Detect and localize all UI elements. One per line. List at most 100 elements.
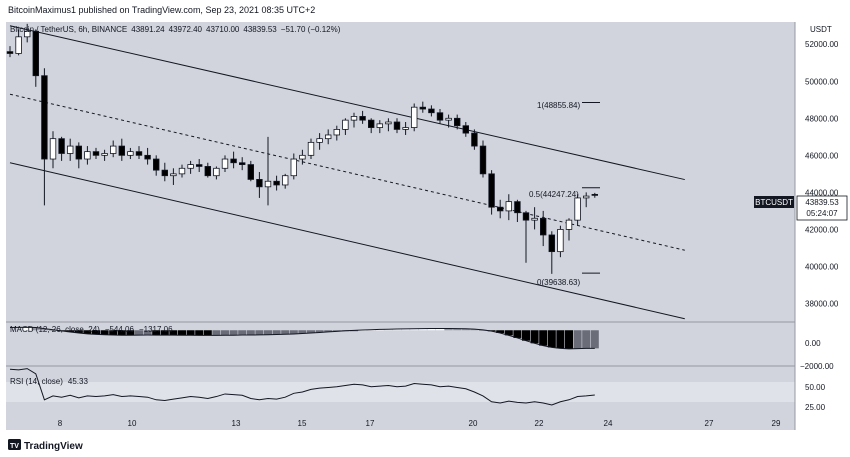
macd-bar [135,330,143,336]
candle-body-up [316,138,323,143]
macd-bar [238,330,247,336]
candle-body-up [531,217,538,221]
fib-label-05: 0.5(44247.24) [529,190,579,199]
candle-body-up [376,123,383,128]
candle [307,138,315,160]
macd-bar [169,330,178,336]
candle-body-down [462,125,469,134]
candle-body-down [548,234,555,253]
candle-body-up [49,138,57,160]
candle [531,207,538,230]
candle [410,103,418,132]
macd-bar [332,330,341,332]
publisher-line: BitcoinMaximus1 published on TradingView… [8,5,315,15]
macd-bar [186,330,195,336]
candle-body-down [92,151,100,156]
macd-bar [401,328,410,331]
macd-bar [315,330,324,333]
candle-body-down [359,116,366,121]
candle-body-down [6,51,14,54]
candle-body-up [213,167,220,177]
candle [6,46,14,58]
fib-label-0: 0(39638.63) [537,278,580,287]
candle [290,153,297,180]
macd-bar [160,330,169,336]
candle-body-down [247,164,254,180]
candle [496,199,504,219]
price-tick-label: 46000.00 [805,151,839,160]
candle [342,118,349,135]
candle-body-up [342,119,349,130]
candle [462,122,469,137]
candle [152,155,160,176]
rsi-band [6,382,795,402]
candle [256,172,263,198]
macd-bar [264,330,272,335]
macd-bar [117,330,126,336]
candle [574,194,581,226]
candle [514,199,521,222]
candle-body-up [290,158,297,177]
candle [204,162,211,178]
candle [281,173,289,189]
candle-body-up [557,229,564,253]
candle-body-down [479,145,487,175]
time-tick-label: 13 [232,419,241,428]
candle-body-up [15,36,22,54]
candle [247,160,254,182]
candle-body-down [238,162,246,165]
macd-tick-1: −2000.00 [800,362,834,371]
macd-bar [393,329,401,331]
candle [118,138,125,161]
candle [367,118,375,134]
candle-body-down [367,119,375,128]
currency-label: USDT [810,25,832,34]
macd-bar [212,330,221,336]
candle-body-up [127,151,134,156]
candle-body-up [101,153,108,156]
candle-body-up [333,129,340,136]
candle [385,118,392,132]
time-tick-label: 17 [366,419,375,428]
candle-body-down [419,106,426,110]
macd-bar [83,330,92,334]
macd-bar [126,330,135,336]
time-tick-label: 10 [128,419,137,428]
candle-body-up [67,145,74,154]
candle-body-down [32,30,39,77]
candle-body-up [84,151,91,160]
rsi-legend-line: RSI (14, close) 45.33 [10,377,88,386]
candle-body-down [428,108,435,114]
candle-body-down [161,169,168,177]
symbol-interval: 6h [78,25,87,34]
candle [445,114,452,128]
ohlc-low: 43710.00 [206,25,240,34]
ticker-badge [754,196,794,208]
candle [221,155,229,172]
plot-background [6,22,795,430]
candle-body-down [514,201,521,214]
candle-body-up [23,30,31,38]
macd-bar [109,330,118,336]
macd-bar [281,330,290,335]
candle [84,146,91,165]
candle [41,68,48,206]
channel-upper-line [9,25,685,181]
macd-bar [513,330,522,338]
symbol-name: Bitcoin / TetherUS [10,25,74,34]
candle-body-down [204,166,211,177]
candle [238,157,246,171]
candle [49,131,57,169]
candle [15,29,22,56]
macd-bar [298,330,307,334]
candle-body-down [256,179,263,188]
candle [178,164,186,178]
ohlc-open: 43891.24 [131,25,165,34]
tradingview-logo[interactable]: TV TradingView [8,439,83,452]
candle [110,140,117,158]
price-tick-label: 50000.00 [805,77,839,86]
candle [453,114,461,130]
candle-body-up [299,154,306,160]
rsi-value: 45.33 [68,377,89,386]
macd-bar [590,330,599,349]
